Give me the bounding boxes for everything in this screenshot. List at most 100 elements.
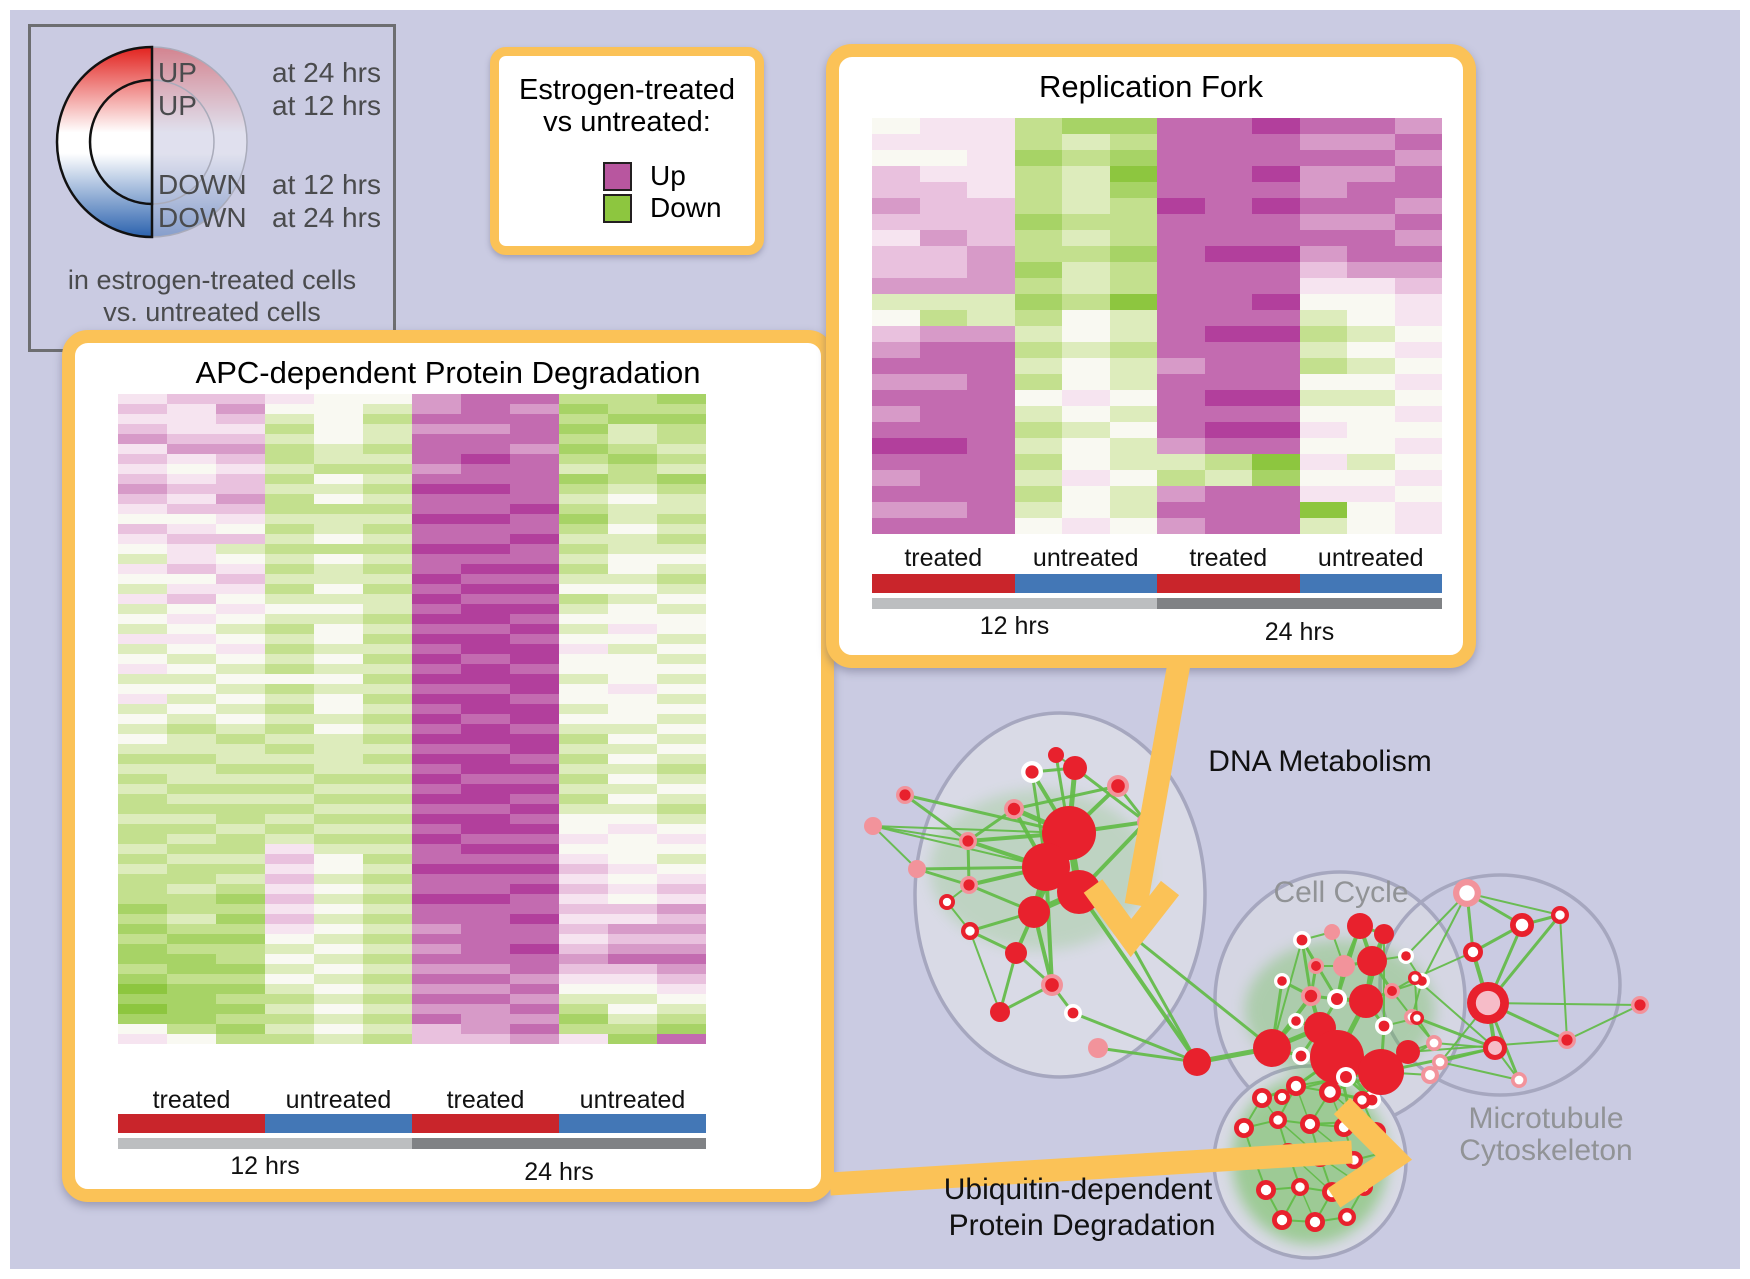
heatmap-cell <box>1394 454 1442 470</box>
heatmap-cell <box>657 954 706 964</box>
heatmap-cell <box>608 544 657 554</box>
heatmap-cell <box>1157 262 1205 278</box>
heatmap-cell <box>1252 246 1300 262</box>
heatmap-cell <box>265 424 314 434</box>
heatmap-cell <box>559 484 608 494</box>
heatmap-cell <box>216 734 265 744</box>
heatmap-cell <box>363 534 412 544</box>
heatmap-cell <box>314 534 363 544</box>
heatmap-cell <box>608 424 657 434</box>
heatmap-cell <box>1014 454 1062 470</box>
heatmap-cell <box>559 434 608 444</box>
heatmap-cell <box>1299 326 1347 342</box>
heatmap-cell <box>1109 118 1157 134</box>
heatmap-cell <box>510 604 559 614</box>
heatmap-cell <box>1347 326 1395 342</box>
heatmap-cell <box>412 584 461 594</box>
heatmap-cell <box>167 714 216 724</box>
up-label: Up <box>650 160 686 191</box>
heatmap-cell <box>1014 438 1062 454</box>
heatmap-cell <box>510 1014 559 1024</box>
heatmap-cell <box>363 564 412 574</box>
heatmap-cell <box>412 1034 461 1044</box>
heatmap-cell <box>265 604 314 614</box>
heatmap-cell <box>216 514 265 524</box>
heatmap-cell <box>118 824 167 834</box>
heatmap-cell <box>559 944 608 954</box>
heatmap-cell <box>216 854 265 864</box>
heatmap-cell <box>1394 182 1442 198</box>
heatmap-cell <box>559 1014 608 1024</box>
heatmap-cell <box>1204 246 1252 262</box>
heatmap-cell <box>559 1024 608 1034</box>
heatmap-cell <box>1109 422 1157 438</box>
heatmap-cell <box>510 904 559 914</box>
heatmap-cell <box>559 704 608 714</box>
heatmap-cell <box>657 564 706 574</box>
heatmap-cell <box>363 594 412 604</box>
heatmap-cell <box>265 994 314 1004</box>
heatmap-cell <box>1109 326 1157 342</box>
rf-group-labels: treated untreated treated untreated <box>872 544 1442 573</box>
heatmap-cell <box>1109 518 1157 534</box>
heatmap-cell <box>167 624 216 634</box>
heatmap-cell <box>314 834 363 844</box>
heatmap-cell <box>872 166 920 182</box>
heatmap-cell <box>118 504 167 514</box>
heatmap-cell <box>872 150 920 166</box>
heatmap-cell <box>510 514 559 524</box>
heatmap-cell <box>657 1004 706 1014</box>
heatmap-cell <box>657 774 706 784</box>
heatmap-cell <box>216 494 265 504</box>
heatmap-cell <box>608 814 657 824</box>
heatmap-cell <box>1109 390 1157 406</box>
heatmap-cell <box>167 734 216 744</box>
heatmap-cell <box>608 614 657 624</box>
heatmap-cell <box>461 874 510 884</box>
heatmap-cell <box>314 414 363 424</box>
heatmap-cell <box>412 634 461 644</box>
heatmap-cell <box>167 444 216 454</box>
heatmap-cell <box>314 744 363 754</box>
heatmap-cell <box>1109 502 1157 518</box>
heatmap-cell <box>1394 342 1442 358</box>
heatmap-cell <box>265 774 314 784</box>
heatmap-cell <box>559 864 608 874</box>
heatmap-cell <box>1109 182 1157 198</box>
heatmap-cell <box>314 634 363 644</box>
heatmap-cell <box>412 664 461 674</box>
heatmap-cell <box>265 404 314 414</box>
heatmap-cell <box>559 954 608 964</box>
heatmap-cell <box>412 594 461 604</box>
heatmap-cell <box>919 518 967 534</box>
heatmap-cell <box>167 704 216 714</box>
heatmap-cell <box>1062 470 1110 486</box>
heatmap-cell <box>608 624 657 634</box>
heatmap-cell <box>167 824 216 834</box>
heatmap-cell <box>363 914 412 924</box>
heatmap-cell <box>657 804 706 814</box>
heatmap-cell <box>314 954 363 964</box>
heatmap-cell <box>510 944 559 954</box>
heatmap-cell <box>412 804 461 814</box>
heatmap-cell <box>314 774 363 784</box>
heatmap-cell <box>1252 438 1300 454</box>
heatmap-cell <box>216 714 265 724</box>
heatmap-cell <box>608 764 657 774</box>
heatmap-cell <box>967 118 1015 134</box>
heatmap-cell <box>461 394 510 404</box>
heatmap-cell <box>1062 166 1110 182</box>
heatmap-cell <box>1204 342 1252 358</box>
heatmap-cell <box>872 214 920 230</box>
heatmap-cell <box>919 374 967 390</box>
heatmap-cell <box>118 774 167 784</box>
heatmap-cell <box>559 524 608 534</box>
heatmap-cell <box>1157 134 1205 150</box>
heatmap-cell <box>1347 310 1395 326</box>
heatmap-cell <box>1299 342 1347 358</box>
heatmap-cell <box>657 614 706 624</box>
heatmap-cell <box>265 624 314 634</box>
heatmap-cell <box>461 1024 510 1034</box>
heatmap-cell <box>412 714 461 724</box>
heatmap-cell <box>363 834 412 844</box>
